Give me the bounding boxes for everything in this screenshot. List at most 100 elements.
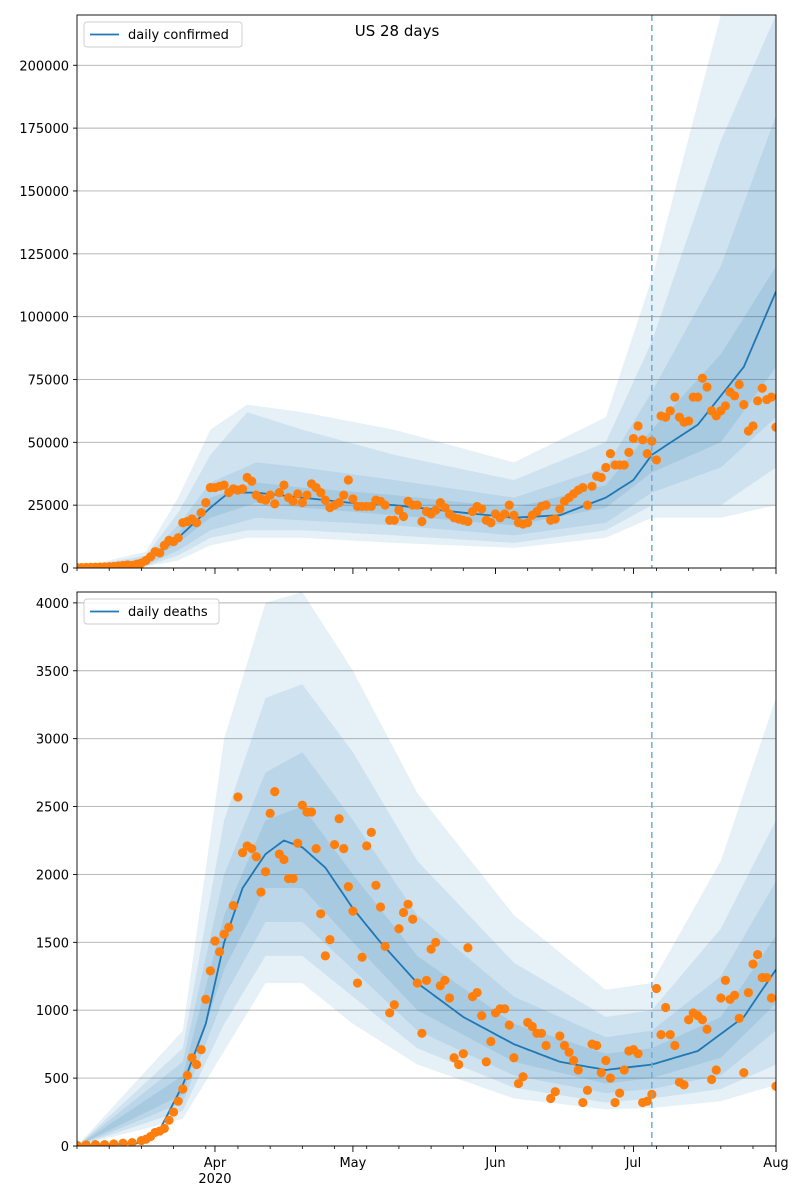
y-tick-label: 75000 — [28, 373, 69, 388]
credible-band-outer — [77, 684, 776, 1146]
observed-point — [661, 1002, 671, 1013]
legend-label: daily deaths — [128, 605, 208, 620]
x-tick-label: Aug — [763, 1156, 788, 1171]
observed-point — [288, 873, 298, 884]
observed-point — [596, 1068, 606, 1078]
observed-point — [559, 1040, 570, 1051]
observed-point — [247, 476, 257, 486]
observed-point — [619, 1065, 629, 1075]
observed-point — [601, 1055, 611, 1066]
observed-point — [127, 1138, 137, 1146]
observed-point — [237, 848, 248, 858]
observed-point — [371, 880, 381, 890]
y-tick-label: 150000 — [19, 185, 69, 200]
observed-point — [605, 449, 616, 459]
observed-point — [385, 1008, 395, 1018]
observed-point — [412, 500, 422, 510]
observed-point — [320, 951, 330, 961]
observed-point — [118, 1138, 128, 1146]
observed-point — [615, 1088, 625, 1098]
observed-point — [693, 392, 703, 402]
observed-point — [357, 952, 367, 962]
y-tick-label: 3500 — [36, 665, 69, 680]
observed-point — [619, 460, 629, 470]
observed-point — [155, 548, 165, 558]
observed-point — [573, 1065, 583, 1075]
observed-point — [394, 924, 404, 934]
observed-point — [697, 373, 708, 383]
observed-point — [260, 867, 271, 877]
observed-point — [348, 494, 358, 504]
observed-point — [403, 899, 413, 909]
observed-point — [766, 993, 776, 1003]
observed-point — [339, 490, 349, 500]
y-tick-label: 500 — [44, 1072, 69, 1087]
observed-point — [334, 498, 344, 508]
observed-point — [426, 944, 436, 954]
observed-point — [366, 827, 376, 837]
observed-point — [444, 993, 455, 1003]
observed-point — [670, 392, 680, 402]
observed-point — [454, 1059, 464, 1070]
observed-point — [306, 807, 317, 817]
observed-point — [739, 1068, 749, 1078]
observed-point — [398, 511, 409, 522]
observed-point — [734, 379, 744, 390]
observed-point — [509, 1053, 519, 1063]
legend-box — [83, 21, 243, 48]
observed-point — [500, 509, 510, 519]
observed-point — [734, 1013, 744, 1023]
observed-point — [233, 792, 243, 802]
observed-point — [316, 909, 326, 919]
x-tick-sublabel: 2020 — [198, 1172, 231, 1187]
observed-point — [325, 935, 335, 945]
observed-point — [219, 480, 229, 490]
observed-point — [168, 1107, 179, 1117]
observed-point — [224, 922, 234, 932]
observed-point — [628, 433, 639, 444]
observed-point — [472, 987, 482, 998]
observed-point — [191, 518, 202, 528]
observed-point — [77, 1140, 82, 1146]
observed-point — [711, 1065, 721, 1075]
observed-point — [601, 462, 611, 473]
observed-point — [587, 481, 597, 491]
observed-point — [219, 929, 229, 939]
observed-point — [739, 400, 749, 410]
legend-box — [83, 598, 220, 625]
observed-point — [633, 1049, 643, 1059]
observed-point — [665, 1030, 675, 1040]
observed-point — [343, 475, 353, 485]
observed-point — [730, 990, 740, 1000]
observed-point — [182, 1070, 192, 1080]
observed-point — [417, 1028, 427, 1038]
y-tick-label: 1500 — [36, 936, 69, 951]
observed-point — [196, 1044, 206, 1055]
observed-point — [642, 449, 652, 459]
legend-label: daily confirmed — [128, 28, 229, 43]
observed-point — [684, 1015, 694, 1025]
observed-point — [458, 1049, 468, 1059]
axes-frame — [76, 591, 777, 1147]
confirmed-panel: 0 25000 50000 75000 100000 125000 150000 175000… — [19, 14, 777, 577]
observed-point — [352, 978, 363, 988]
observed-point — [477, 504, 487, 514]
observed-point — [270, 787, 280, 797]
observed-point — [486, 1036, 496, 1047]
y-tick-label: 3000 — [36, 733, 69, 748]
observed-point — [173, 1096, 183, 1106]
observed-point — [550, 1087, 560, 1097]
observed-point — [421, 975, 432, 985]
observed-point — [375, 902, 386, 912]
observed-point — [555, 504, 565, 514]
credible-band-outer — [77, 15, 776, 568]
observed-point — [569, 1055, 579, 1066]
observed-point — [596, 472, 606, 483]
observed-point — [270, 499, 280, 509]
observed-point — [408, 914, 418, 924]
observed-point — [187, 1053, 197, 1063]
observed-point — [647, 436, 657, 446]
plot-area — [77, 15, 776, 568]
